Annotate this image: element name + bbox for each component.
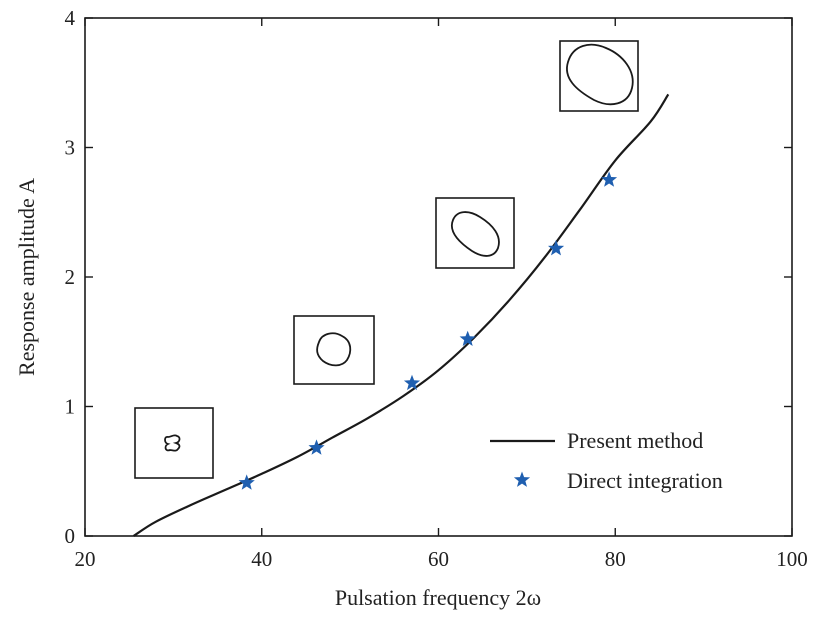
direct-integration-point — [459, 330, 476, 346]
legend-label-present-method: Present method — [567, 428, 703, 453]
y-tick-label: 0 — [65, 524, 76, 548]
direct-integration-point — [403, 374, 421, 391]
direct-integration-point — [548, 240, 565, 256]
y-tick-label: 4 — [65, 6, 76, 30]
x-tick-label: 60 — [428, 547, 449, 571]
phase-portrait-inset-3 — [435, 197, 515, 269]
x-tick-label: 80 — [605, 547, 626, 571]
y-tick-label: 2 — [65, 265, 76, 289]
y-tick-label: 1 — [65, 395, 76, 419]
x-tick-group: 20 40 60 80 100 — [75, 18, 808, 571]
x-tick-label: 20 — [75, 547, 96, 571]
x-tick-label: 40 — [251, 547, 272, 571]
phase-portrait-inset-2 — [293, 315, 375, 385]
x-axis-label: Pulsation frequency 2ω — [335, 585, 541, 610]
plot-frame — [84, 17, 793, 537]
direct-integration-point — [308, 439, 325, 455]
y-axis-label: Response amplitude A — [14, 178, 39, 376]
series-markers-direct-integration — [238, 171, 618, 490]
phase-portrait-inset-4 — [559, 40, 639, 112]
series-line-present-method — [132, 93, 670, 537]
legend-star-swatch — [513, 471, 531, 487]
x-tick-label: 100 — [776, 547, 808, 571]
phase-portrait-inset-1 — [134, 407, 214, 479]
legend: Present method Direct integration — [490, 428, 723, 493]
legend-label-direct-integration: Direct integration — [567, 468, 723, 493]
direct-integration-point — [238, 474, 255, 490]
y-tick-label: 3 — [65, 136, 76, 160]
y-tick-group: 0 1 2 3 4 — [65, 6, 792, 548]
direct-integration-point — [601, 171, 618, 187]
